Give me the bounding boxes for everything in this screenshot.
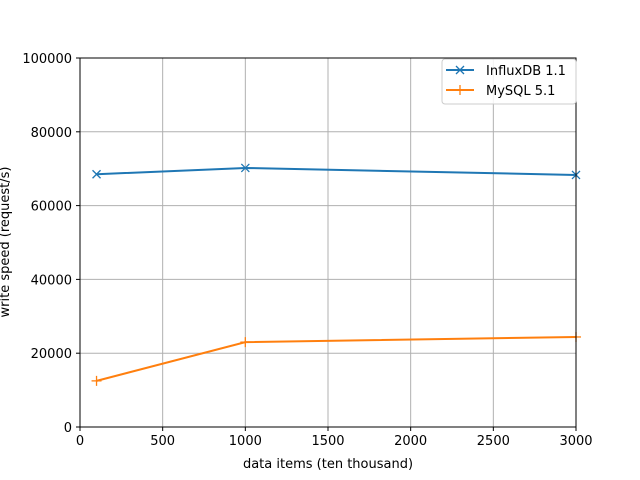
series-influxdb-1-1 bbox=[92, 163, 581, 180]
x-tick-label: 1000 bbox=[229, 434, 262, 449]
y-tick-label: 0 bbox=[64, 421, 72, 436]
legend-entry-label: MySQL 5.1 bbox=[486, 84, 555, 99]
axis-ticks: 0 500 1000 1500 2000 2500 3000 0 20000 40000 60000… bbox=[22, 52, 592, 449]
x-marker-icon bbox=[92, 169, 101, 179]
series-line bbox=[96, 166, 577, 176]
x-tick-label: 500 bbox=[150, 434, 175, 449]
x-marker-icon bbox=[455, 65, 465, 75]
x-marker-icon bbox=[240, 163, 250, 173]
data-series bbox=[91, 163, 581, 386]
x-axis-label: data items (ten thousand) bbox=[243, 457, 413, 472]
y-axis-label: write speed (request/s) bbox=[0, 167, 13, 318]
x-tick-label: 1500 bbox=[311, 434, 344, 449]
x-tick-label: 2500 bbox=[477, 434, 510, 449]
y-tick-label: 20000 bbox=[31, 347, 72, 362]
y-tick-label: 100000 bbox=[22, 52, 72, 67]
grid-lines bbox=[79, 57, 577, 428]
legend: InfluxDB 1.1 MySQL 5.1 bbox=[441, 58, 577, 105]
x-tick-label: 2000 bbox=[394, 434, 427, 449]
x-tick-label: 0 bbox=[76, 434, 84, 449]
x-tick-label: 3000 bbox=[559, 434, 592, 449]
legend-box bbox=[441, 58, 577, 105]
legend-entry-label: InfluxDB 1.1 bbox=[486, 64, 566, 79]
y-tick-label: 80000 bbox=[31, 126, 72, 141]
series-line bbox=[96, 335, 577, 382]
y-tick-label: 60000 bbox=[31, 200, 72, 215]
series-mysql-5-1 bbox=[91, 331, 581, 386]
y-tick-label: 40000 bbox=[31, 273, 72, 288]
